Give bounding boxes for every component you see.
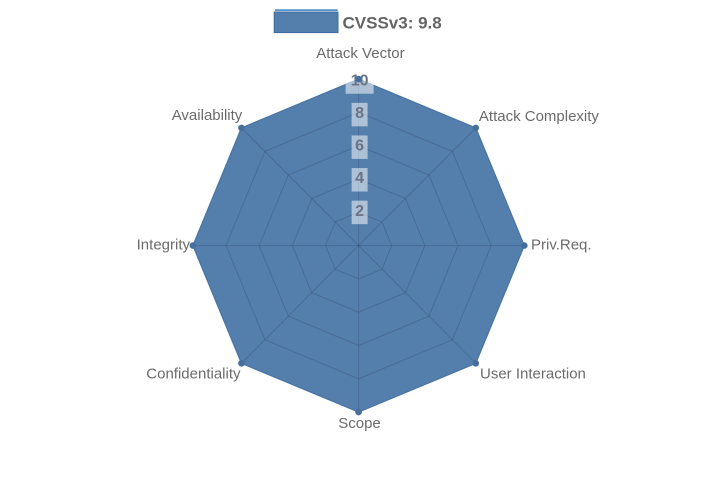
svg-text:CVSSv3: 9.8: CVSSv3: 9.8 <box>343 13 442 32</box>
svg-text:Attack Complexity: Attack Complexity <box>479 108 600 125</box>
svg-text:Attack Vector: Attack Vector <box>316 45 404 62</box>
svg-text:8: 8 <box>355 105 364 122</box>
svg-text:Availability: Availability <box>172 107 243 124</box>
svg-text:2: 2 <box>355 203 364 220</box>
svg-text:Priv.Req.: Priv.Req. <box>531 237 592 254</box>
svg-text:Scope: Scope <box>338 415 381 432</box>
svg-text:Integrity: Integrity <box>137 237 191 254</box>
svg-text:6: 6 <box>355 138 364 155</box>
svg-text:4: 4 <box>355 170 364 187</box>
svg-text:User Interaction: User Interaction <box>480 365 586 382</box>
svg-text:Confidentiality: Confidentiality <box>146 365 241 382</box>
